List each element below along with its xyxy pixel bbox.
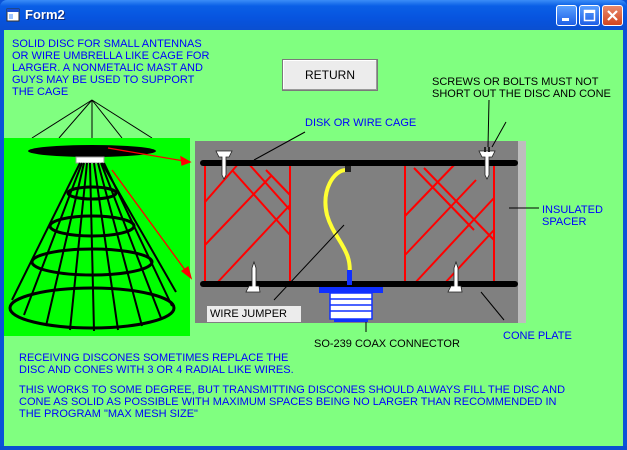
minimize-icon	[562, 18, 569, 21]
cage-red-wires	[204, 162, 495, 285]
coax-connector-drawing	[319, 287, 383, 322]
window-frame-bottom	[0, 446, 627, 450]
leader-lines	[253, 99, 539, 332]
cone-plate	[200, 281, 518, 287]
bolt-nuts	[484, 147, 490, 152]
wire-jumper-label: WIRE JUMPER	[207, 306, 301, 322]
minimize-button[interactable]	[556, 5, 577, 26]
coax-connector-label: SO-239 COAX CONNECTOR	[314, 338, 460, 350]
transmitting-note: THIS WORKS TO SOME DEGREE, BUT TRANSMITT…	[19, 384, 566, 420]
maximize-button[interactable]	[579, 5, 600, 26]
title-bar[interactable]: Form2	[0, 0, 627, 30]
return-button[interactable]: RETURN	[282, 59, 378, 91]
window-title: Form2	[25, 7, 65, 22]
insulated-spacer	[518, 141, 526, 323]
disc-insulator	[75, 156, 105, 164]
close-icon	[607, 10, 618, 21]
pointer-arrows	[107, 147, 193, 280]
app-icon	[6, 8, 20, 22]
form-client-area: SOLID DISC FOR SMALL ANTENNAS OR WIRE UM…	[4, 30, 623, 446]
jumper-wire	[323, 168, 352, 279]
insulated-spacer-label: INSULATED SPACER	[542, 204, 603, 228]
cone-plate-label: CONE PLATE	[503, 330, 572, 342]
close-button[interactable]	[602, 5, 623, 26]
disk-plate	[200, 160, 518, 166]
receiving-note: RECEIVING DISCONES SOMETIMES REPLACE THE…	[19, 352, 294, 376]
disc	[28, 145, 156, 157]
disk-cage-label: DISK OR WIRE CAGE	[305, 117, 417, 129]
screws	[215, 150, 496, 293]
intro-text: SOLID DISC FOR SMALL ANTENNAS OR WIRE UM…	[12, 38, 210, 98]
guy-lines	[31, 99, 153, 139]
cone-rings	[8, 185, 176, 330]
discone-diagram	[4, 99, 539, 336]
screws-note: SCREWS OR BOLTS MUST NOT SHORT OUT THE D…	[432, 76, 611, 100]
maximize-icon	[583, 9, 596, 22]
coax-center-pin	[347, 270, 352, 285]
